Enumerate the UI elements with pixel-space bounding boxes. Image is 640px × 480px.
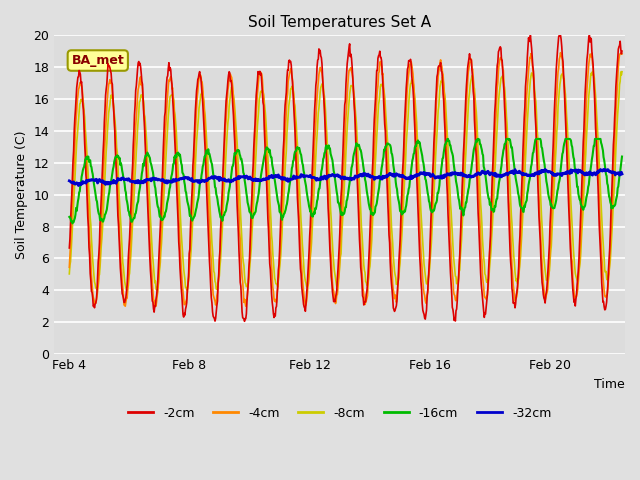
Y-axis label: Soil Temperature (C): Soil Temperature (C) [15,131,28,259]
Legend: -2cm, -4cm, -8cm, -16cm, -32cm: -2cm, -4cm, -8cm, -16cm, -32cm [123,402,556,425]
Text: BA_met: BA_met [72,54,124,67]
X-axis label: Time: Time [595,377,625,391]
Title: Soil Temperatures Set A: Soil Temperatures Set A [248,15,431,30]
